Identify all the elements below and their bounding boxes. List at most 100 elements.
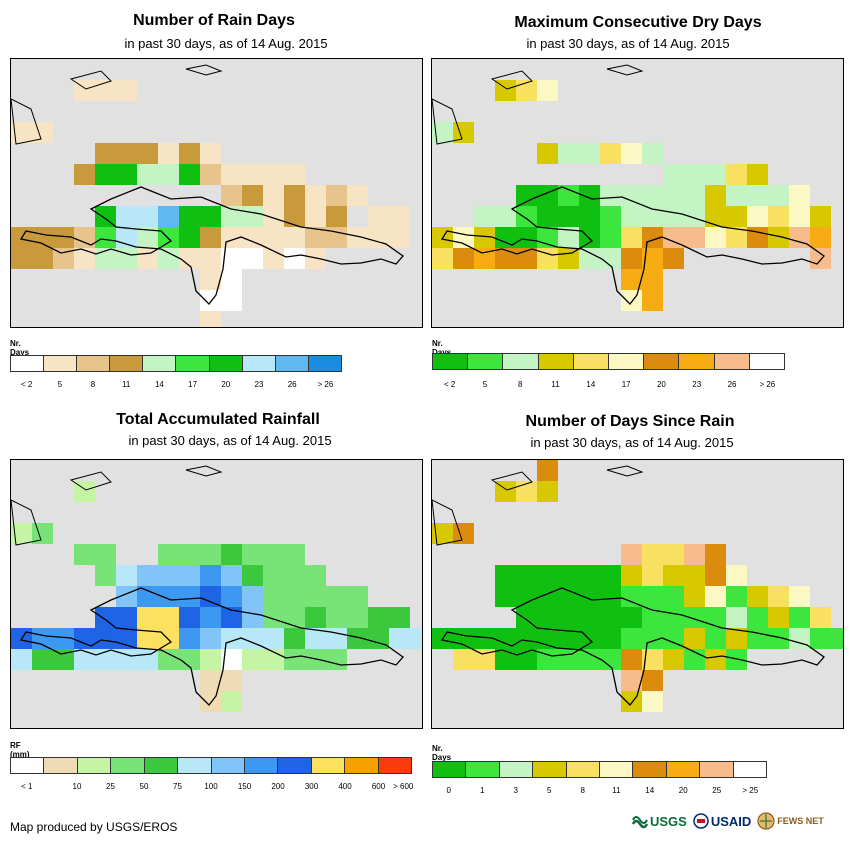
grid-cell <box>347 628 368 649</box>
legend-tick-label: 11 <box>551 380 560 389</box>
grid-cell <box>495 206 516 227</box>
grid-cell <box>221 586 242 607</box>
grid-cell <box>642 607 663 628</box>
legend-swatch <box>644 354 680 369</box>
grid-cell <box>158 143 179 164</box>
legend-tick-label: 3 <box>513 786 518 795</box>
grid-cell <box>495 227 516 248</box>
grid-cell <box>116 565 137 586</box>
grid-cell <box>368 628 389 649</box>
grid-cell <box>579 248 600 269</box>
legend-tick-label: 26 <box>287 380 297 389</box>
grid-cell <box>432 248 453 269</box>
grid-cell <box>179 227 200 248</box>
legend-title: RF (mm) <box>10 741 30 759</box>
legend-tick-label: 50 <box>139 782 149 791</box>
legend-tick-label: 11 <box>122 380 131 389</box>
grid-cell <box>705 628 726 649</box>
legend-tick-label: > 600 <box>393 782 414 791</box>
grid-cell <box>642 269 663 290</box>
grid-cell <box>242 607 263 628</box>
fewsnet-globe-icon <box>757 812 775 830</box>
grid-cell <box>810 227 831 248</box>
grid-cell <box>726 164 747 185</box>
grid-cell <box>621 586 642 607</box>
grid-cell <box>200 290 221 311</box>
island-outline <box>490 70 533 90</box>
rainfall-grid <box>11 465 422 712</box>
legend-tick-label: 400 <box>338 782 352 791</box>
legend-title: Nr. Days <box>432 339 452 357</box>
island-outline <box>69 471 112 491</box>
legend-tick-label: 150 <box>237 782 252 791</box>
grid-cell <box>74 481 95 502</box>
grid-cell <box>579 227 600 248</box>
island-outline <box>11 499 42 546</box>
legend-swatch <box>538 354 574 369</box>
grid-cell <box>263 565 284 586</box>
grid-cell <box>579 206 600 227</box>
legend-title: Nr. Days <box>10 339 30 357</box>
grid-cell <box>326 185 347 206</box>
grid-cell <box>326 649 347 670</box>
legend-swatch <box>633 762 667 777</box>
grid-cell <box>116 248 137 269</box>
island-outline <box>432 499 463 546</box>
legend-swatch <box>308 356 341 371</box>
legend-bar <box>432 761 767 778</box>
grid-cell <box>326 628 347 649</box>
legend-swatch <box>666 762 701 777</box>
fewsnet-logo: FEWS NET <box>757 812 824 830</box>
grid-cell <box>11 523 32 544</box>
grid-cell <box>642 565 663 586</box>
grid-cell <box>621 206 642 227</box>
grid-cell <box>389 206 410 227</box>
legend-swatch <box>566 762 601 777</box>
grid-cell <box>137 586 158 607</box>
grid-cell <box>368 227 389 248</box>
grid-cell <box>495 628 516 649</box>
grid-cell <box>263 206 284 227</box>
legend-tick-label: 25 <box>106 782 115 791</box>
legend-swatch <box>600 762 634 777</box>
grid-cell <box>200 544 221 565</box>
grid-cell <box>95 565 116 586</box>
grid-cell <box>558 565 579 586</box>
grid-cell <box>621 670 642 691</box>
grid-cell <box>810 628 831 649</box>
grid-cell <box>726 565 747 586</box>
grid-cell <box>516 586 537 607</box>
grid-cell <box>74 80 95 101</box>
legend-tick-label: 26 <box>727 380 737 389</box>
dry-days-grid <box>432 64 831 311</box>
legend-tick-label: 20 <box>678 786 688 795</box>
grid-cell <box>621 565 642 586</box>
legend-tick-label: 300 <box>304 782 319 791</box>
grid-cell <box>326 227 347 248</box>
grid-cell <box>705 586 726 607</box>
map-total-rainfall <box>10 459 423 729</box>
grid-cell <box>263 227 284 248</box>
island-outline <box>11 98 42 145</box>
legend-swatch <box>468 354 504 369</box>
legend-tick-label: 100 <box>204 782 218 791</box>
grid-cell <box>495 586 516 607</box>
legend-tick-label: 600 <box>371 782 386 791</box>
grid-cell <box>663 227 684 248</box>
grid-cell <box>684 185 705 206</box>
legend-tick-label: 17 <box>621 380 631 389</box>
grid-cell <box>200 143 221 164</box>
grid-cell <box>600 565 621 586</box>
grid-cell <box>474 649 495 670</box>
grid-cell <box>537 206 558 227</box>
grid-cell <box>747 185 768 206</box>
grid-cell <box>116 227 137 248</box>
grid-cell <box>558 628 579 649</box>
grid-cell <box>368 607 389 628</box>
grid-cell <box>221 164 242 185</box>
grid-cell <box>221 290 242 311</box>
grid-cell <box>768 185 789 206</box>
grid-cell <box>137 227 158 248</box>
legend-swatch <box>44 356 78 371</box>
grid-cell <box>95 628 116 649</box>
